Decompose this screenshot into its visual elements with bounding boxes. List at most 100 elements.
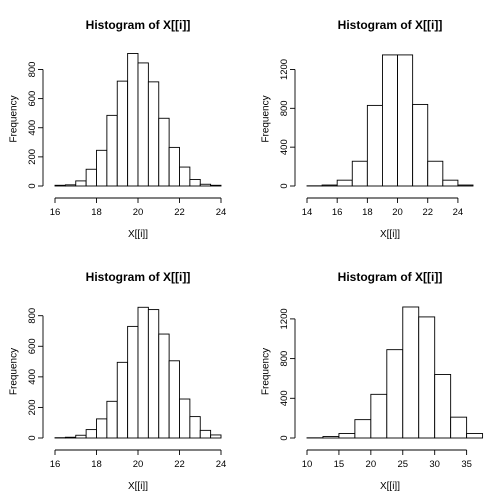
x-tick-label: 20 (392, 207, 403, 218)
y-tick-label: 400 (279, 390, 290, 406)
histogram-bar (428, 161, 443, 186)
histogram-bar (435, 374, 451, 438)
y-tick-label: 1200 (279, 308, 290, 329)
histogram-panel-1: 16 18 20 22 24 0 200 400 600 800 Histogram of X[[i… (8, 18, 226, 240)
histogram-bar (138, 63, 148, 186)
x-tick-label: 16 (50, 459, 61, 470)
y-tick-label: 800 (27, 62, 38, 78)
x-tick-label: 20 (133, 207, 144, 218)
x-axis-label: X[[i]] (380, 229, 400, 240)
y-tick-label: 0 (27, 435, 38, 440)
x-tick-label: 15 (334, 459, 345, 470)
histogram-bar (200, 430, 210, 438)
histogram-bar (65, 185, 75, 186)
histogram-bar (86, 430, 96, 438)
y-tick-label: 800 (279, 351, 290, 367)
histogram-bar (323, 437, 339, 438)
histogram-bar (138, 307, 148, 438)
x-tick-label: 18 (91, 207, 102, 218)
x-tick-label: 22 (422, 207, 433, 218)
x-axis-label: X[[i]] (380, 481, 400, 492)
chart-title: Histogram of X[[i]] (338, 270, 443, 284)
y-tick-label: 0 (279, 435, 290, 440)
histogram-bar (451, 417, 467, 438)
histogram-bar (148, 82, 158, 186)
x-tick-label: 24 (216, 459, 227, 470)
x-axis-label: X[[i]] (128, 481, 148, 492)
y-tick-label: 800 (279, 100, 290, 116)
histogram-bar (107, 115, 117, 186)
y-tick-label: 400 (27, 369, 38, 385)
histogram-bar (211, 185, 221, 186)
histogram-bar (128, 326, 138, 438)
histogram-bar (200, 184, 210, 186)
histogram-bar (382, 55, 397, 186)
histogram-bar (190, 417, 200, 438)
histogram-bar (371, 394, 387, 438)
y-tick-label: 800 (27, 308, 38, 324)
y-tick-label: 1200 (279, 59, 290, 80)
histogram-bar (419, 317, 435, 438)
histogram-bar (65, 437, 75, 438)
histogram-panel-2: 14 16 18 20 22 24 0 400 800 1200 Histogram of X[[i… (260, 18, 473, 240)
histogram-bar (467, 434, 483, 438)
y-axis-label: Frequency (260, 348, 271, 395)
histogram-bar (117, 81, 127, 186)
histogram-bar (117, 362, 127, 438)
histogram-bar (169, 361, 179, 438)
y-tick-label: 200 (27, 399, 38, 415)
x-tick-label: 18 (362, 207, 373, 218)
x-tick-label: 10 (302, 459, 313, 470)
histogram-panel-3: 16 18 20 22 24 0 200 400 600 800 Histogram of X[[i… (8, 270, 226, 492)
x-tick-label: 24 (453, 207, 464, 218)
y-tick-label: 600 (27, 338, 38, 354)
y-tick-label: 600 (27, 91, 38, 107)
chart-title: Histogram of X[[i]] (338, 18, 443, 32)
y-tick-label: 200 (27, 149, 38, 165)
x-tick-label: 14 (302, 207, 313, 218)
x-tick-label: 22 (174, 207, 185, 218)
histogram-bar (458, 185, 473, 186)
histogram-bar (398, 55, 413, 186)
x-tick-label: 22 (174, 459, 185, 470)
y-tick-label: 0 (27, 183, 38, 188)
histogram-bar (97, 419, 107, 438)
histogram-panel-4: 10 15 20 25 30 35 0 400 800 1200 Histogram of X[[i… (260, 270, 482, 492)
histogram-bar (97, 150, 107, 186)
x-axis-label: X[[i]] (128, 229, 148, 240)
histogram-bar (169, 147, 179, 186)
histogram-bar (211, 435, 221, 438)
histogram-bar (55, 185, 65, 186)
y-tick-label: 400 (279, 139, 290, 155)
histogram-bar (190, 179, 200, 186)
histogram-bar (159, 118, 169, 186)
histogram-bar (387, 350, 403, 438)
histogram-bar (352, 161, 367, 186)
y-axis-label: Frequency (8, 348, 19, 395)
chart-title: Histogram of X[[i]] (86, 270, 191, 284)
histogram-bar (337, 180, 352, 186)
y-tick-label: 0 (279, 183, 290, 188)
histogram-bar (148, 310, 158, 438)
x-tick-label: 18 (91, 459, 102, 470)
histogram-bar (367, 105, 382, 186)
histogram-bar (107, 401, 117, 438)
histogram-bar (180, 167, 190, 186)
x-tick-label: 30 (429, 459, 440, 470)
x-tick-label: 25 (397, 459, 408, 470)
histogram-bar (355, 420, 371, 438)
y-tick-label: 400 (27, 120, 38, 136)
histogram-bar (443, 180, 458, 186)
y-axis-label: Frequency (8, 95, 19, 142)
histogram-bar (403, 307, 419, 438)
x-tick-label: 16 (50, 207, 61, 218)
histogram-bar (322, 185, 337, 186)
x-tick-label: 20 (133, 459, 144, 470)
histogram-bar (339, 434, 355, 438)
histogram-bar (128, 53, 138, 186)
histogram-bar (413, 104, 428, 186)
y-axis-label: Frequency (260, 95, 271, 142)
histogram-bar (76, 181, 86, 186)
x-tick-label: 35 (461, 459, 472, 470)
